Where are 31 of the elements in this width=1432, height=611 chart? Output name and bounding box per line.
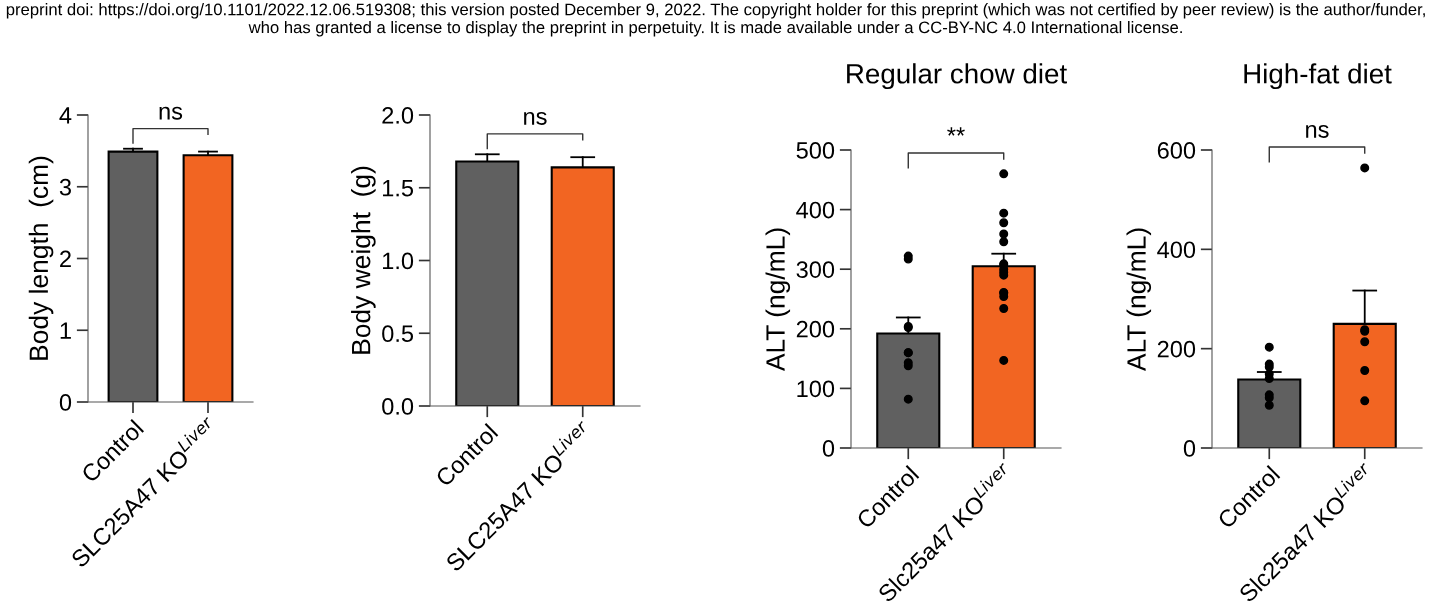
y-tick-label: 400 xyxy=(1157,241,1196,259)
y-tick-label: 100 xyxy=(797,380,835,398)
y-axis-title: ALT (ng/mL) xyxy=(1126,228,1152,372)
y-tick-label: 0 xyxy=(1183,440,1196,457)
y-tick-label: 0.0 xyxy=(382,398,414,415)
y-tick-label: 4 xyxy=(59,107,72,124)
y-tick-label: 400 xyxy=(796,201,835,219)
y-tick-label: 1.5 xyxy=(383,180,414,197)
y-tick-label: 2 xyxy=(60,250,71,268)
y-tick-label: 600 xyxy=(1157,142,1196,159)
y-tick-label: 1.0 xyxy=(383,252,414,270)
y-axis-title: Body length (cm) xyxy=(28,156,54,360)
y-tick-label: 0.5 xyxy=(382,325,414,343)
chart-title: High-fat diet xyxy=(1244,63,1392,90)
annotation: ns xyxy=(159,106,183,120)
y-tick-label: 3 xyxy=(59,178,71,196)
annotation: ns xyxy=(524,111,547,125)
text: preprint doi: https://doi.org/10.1101/2022.12.06.519308; this version posted December 9, 2022. The copyright holder for this preprint (which was not certified by peer review) is the author/funder, who has granted a license to display the preprint in perpetuity. It is made available under a CC-BY-NC 4.0 International license. xyxy=(6,3,1425,37)
y-tick-label: 300 xyxy=(796,261,835,278)
y-tick-label: 200 xyxy=(1157,340,1196,358)
text: ** xyxy=(947,127,965,136)
y-tick-label: 0 xyxy=(59,394,72,411)
y-tick-label: 200 xyxy=(796,320,835,338)
text: ns xyxy=(1306,124,1329,138)
y-tick-label: 500 xyxy=(796,142,835,159)
y-tick-label: 2.0 xyxy=(382,107,414,124)
chart-title: Regular chow diet xyxy=(847,63,1067,90)
y-axis-title: Body weight (g) xyxy=(351,166,376,354)
y-tick-label: 1 xyxy=(60,322,71,339)
y-axis-title: ALT (ng/mL) xyxy=(765,228,791,372)
y-tick-label: 0 xyxy=(822,440,835,457)
